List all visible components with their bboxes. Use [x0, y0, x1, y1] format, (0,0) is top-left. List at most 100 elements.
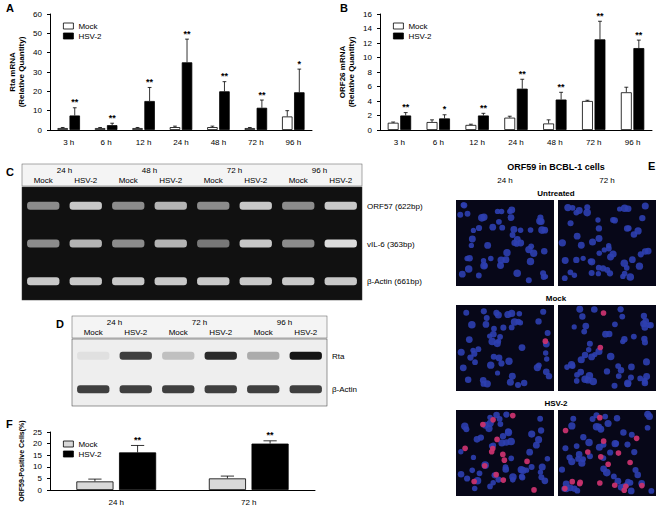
svg-text:*: *	[298, 59, 302, 69]
svg-text:ORF59 in BCBL-1 cells: ORF59 in BCBL-1 cells	[507, 162, 605, 172]
svg-text:48 h: 48 h	[547, 138, 563, 147]
svg-text:6 h: 6 h	[433, 138, 444, 147]
svg-text:72 h: 72 h	[241, 498, 257, 507]
svg-text:24 h: 24 h	[173, 138, 189, 147]
svg-text:**: **	[267, 430, 275, 440]
svg-text:20: 20	[33, 439, 42, 448]
svg-text:F: F	[6, 418, 13, 430]
svg-text:5: 5	[38, 474, 43, 483]
svg-text:**: **	[558, 82, 566, 92]
svg-text:Mock: Mock	[254, 328, 274, 337]
svg-text:Mock: Mock	[119, 176, 139, 185]
svg-text:*: *	[443, 104, 447, 114]
svg-text:48 h: 48 h	[142, 166, 158, 175]
svg-text:Mock: Mock	[169, 328, 189, 337]
svg-text:6: 6	[368, 82, 373, 91]
svg-text:C: C	[6, 166, 14, 178]
svg-text:72 h: 72 h	[599, 176, 615, 185]
svg-text:Mock: Mock	[546, 294, 567, 303]
svg-text:6 h: 6 h	[101, 138, 112, 147]
svg-text:96 h: 96 h	[625, 138, 641, 147]
svg-text:**: **	[519, 69, 527, 79]
svg-text:HSV-2: HSV-2	[78, 32, 102, 41]
svg-text:HSV-2: HSV-2	[124, 328, 148, 337]
svg-text:β-Actin: β-Actin	[332, 385, 357, 394]
svg-text:(Relative Quantity): (Relative Quantity)	[17, 36, 26, 107]
svg-text:**: **	[596, 11, 604, 21]
svg-text:HSV-2: HSV-2	[329, 176, 353, 185]
svg-text:24 h: 24 h	[108, 498, 124, 507]
svg-text:10: 10	[363, 53, 372, 62]
svg-text:48 h: 48 h	[211, 138, 227, 147]
svg-text:HSV-2: HSV-2	[209, 328, 233, 337]
svg-text:D: D	[56, 318, 64, 330]
svg-text:30: 30	[33, 68, 42, 77]
svg-text:Mock: Mock	[78, 440, 98, 449]
svg-text:vIL-6 (363bp): vIL-6 (363bp)	[367, 240, 415, 249]
svg-text:2: 2	[368, 111, 373, 120]
svg-text:ORF59-Positive Cells(%): ORF59-Positive Cells(%)	[18, 420, 26, 501]
svg-text:10: 10	[33, 462, 42, 471]
svg-text:25: 25	[33, 428, 42, 437]
svg-text:HSV-2: HSV-2	[78, 450, 102, 459]
svg-text:(Relative Quantity): (Relative Quantity)	[347, 36, 356, 107]
svg-text:**: **	[71, 97, 79, 107]
svg-text:0: 0	[38, 486, 43, 495]
svg-text:12 h: 12 h	[469, 138, 485, 147]
svg-text:**: **	[109, 113, 117, 123]
svg-text:**: **	[221, 71, 229, 81]
svg-text:ORF26 mRNA: ORF26 mRNA	[338, 46, 347, 99]
svg-text:Untreated: Untreated	[537, 189, 574, 198]
svg-text:**: **	[184, 29, 192, 39]
svg-text:3 h: 3 h	[394, 138, 405, 147]
svg-text:HSV-2: HSV-2	[159, 176, 183, 185]
svg-text:24 h: 24 h	[57, 166, 73, 175]
svg-text:12 h: 12 h	[136, 138, 152, 147]
svg-text:**: **	[258, 90, 266, 100]
svg-text:96 h: 96 h	[312, 166, 328, 175]
svg-text:HSV-2: HSV-2	[544, 399, 568, 408]
svg-text:Rta: Rta	[332, 352, 345, 361]
svg-text:24 h: 24 h	[107, 318, 123, 327]
svg-text:8: 8	[368, 68, 373, 77]
svg-text:0: 0	[38, 126, 43, 135]
svg-text:24 h: 24 h	[508, 138, 524, 147]
svg-text:Mock: Mock	[78, 22, 98, 31]
svg-text:24 h: 24 h	[497, 176, 513, 185]
svg-text:72 h: 72 h	[586, 138, 602, 147]
svg-text:12: 12	[363, 39, 372, 48]
svg-text:14: 14	[363, 24, 372, 33]
svg-text:**: **	[134, 435, 142, 445]
svg-text:Mock: Mock	[84, 328, 104, 337]
svg-text:72 h: 72 h	[192, 318, 208, 327]
svg-text:Mock: Mock	[204, 176, 224, 185]
svg-text:72 h: 72 h	[227, 166, 243, 175]
svg-text:HSV-2: HSV-2	[408, 32, 432, 41]
svg-text:Mock: Mock	[34, 176, 54, 185]
svg-text:Rta mRNA: Rta mRNA	[8, 52, 17, 92]
svg-text:**: **	[635, 30, 643, 40]
svg-text:HSV-2: HSV-2	[294, 328, 318, 337]
svg-text:10: 10	[33, 106, 42, 115]
svg-text:A: A	[6, 2, 14, 14]
svg-text:E: E	[648, 160, 655, 172]
svg-text:72 h: 72 h	[248, 138, 264, 147]
svg-text:60: 60	[33, 10, 42, 19]
svg-text:**: **	[480, 103, 488, 113]
svg-text:**: **	[402, 102, 410, 112]
svg-text:Mock: Mock	[408, 22, 428, 31]
svg-text:Mock: Mock	[289, 176, 309, 185]
svg-text:HSV-2: HSV-2	[244, 176, 268, 185]
svg-text:β-Actin (661bp): β-Actin (661bp)	[367, 277, 422, 286]
svg-text:3 h: 3 h	[63, 138, 74, 147]
svg-text:4: 4	[368, 97, 373, 106]
svg-text:**: **	[146, 77, 154, 87]
svg-text:HSV-2: HSV-2	[74, 176, 98, 185]
svg-text:96 h: 96 h	[285, 138, 301, 147]
svg-text:96 h: 96 h	[277, 318, 293, 327]
svg-text:15: 15	[33, 451, 42, 460]
svg-text:40: 40	[33, 48, 42, 57]
svg-text:16: 16	[363, 10, 372, 19]
svg-text:20: 20	[33, 87, 42, 96]
svg-text:ORF57 (622bp): ORF57 (622bp)	[367, 202, 423, 211]
